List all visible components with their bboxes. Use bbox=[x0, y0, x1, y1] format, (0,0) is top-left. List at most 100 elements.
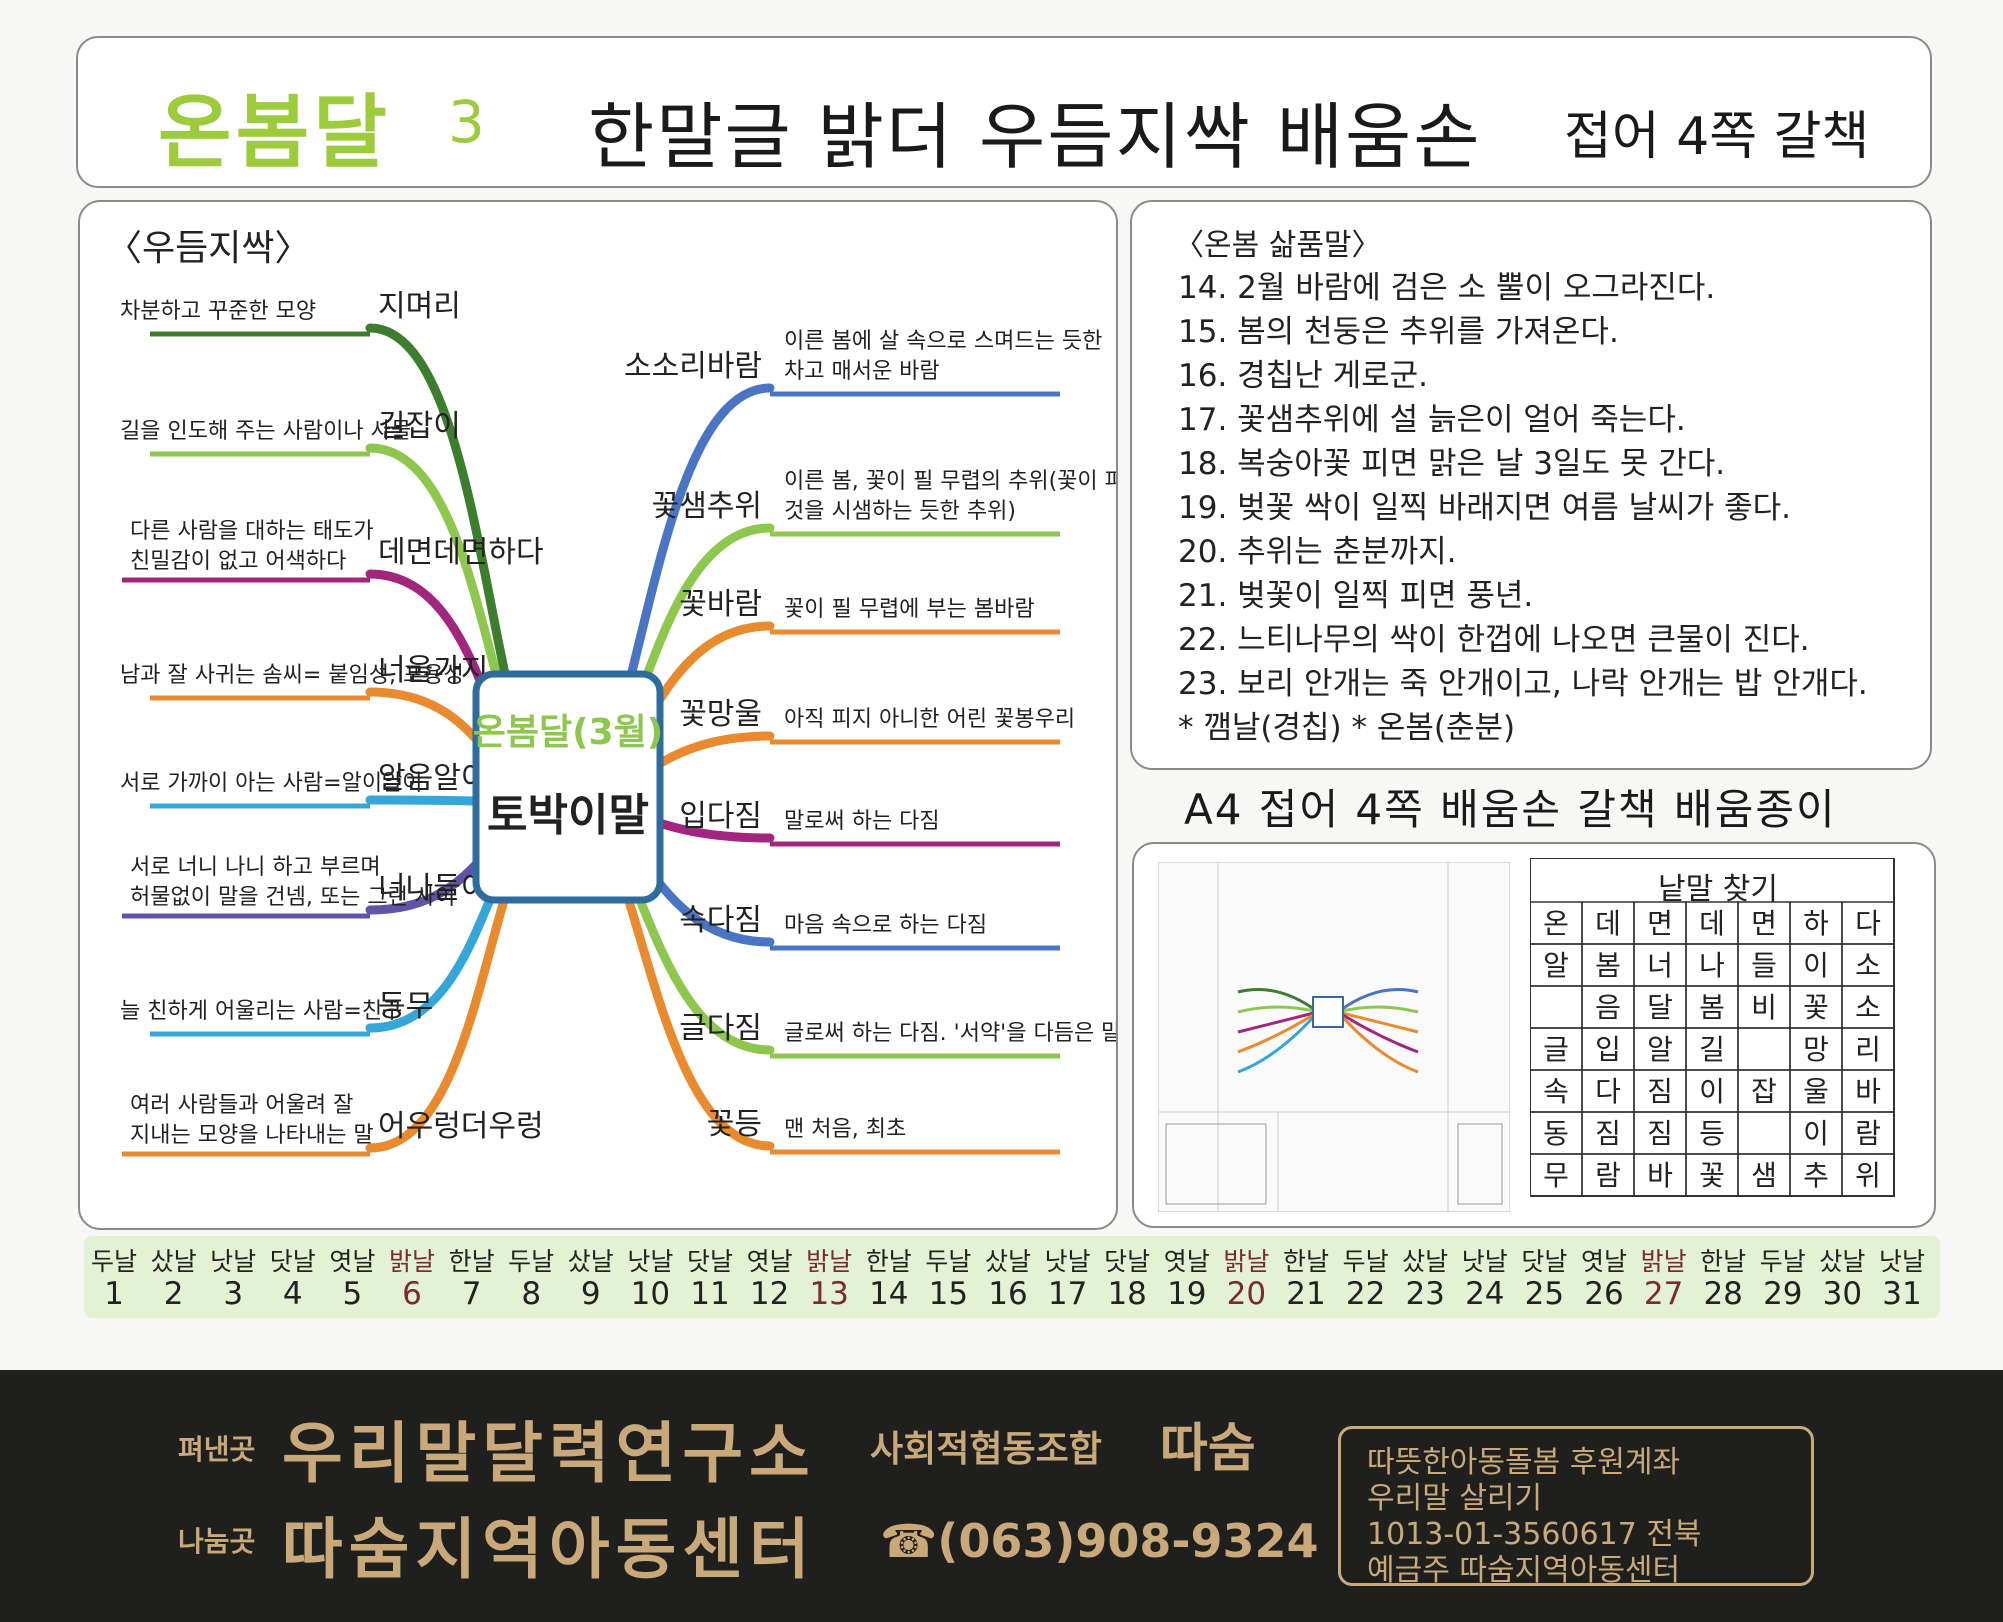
calendar-day-name: 두날 bbox=[1759, 1247, 1806, 1276]
calendar-day-name: 낫날 bbox=[210, 1247, 257, 1276]
mindmap-word-right: 꽃바람 bbox=[679, 587, 762, 622]
word-search-cell bbox=[1737, 1027, 1791, 1071]
mindmap-word-left: 어우렁더우렁 bbox=[378, 1109, 544, 1144]
calendar-date: 14 bbox=[869, 1276, 909, 1312]
calendar-date: 8 bbox=[521, 1276, 542, 1312]
word-search-title: 낱말 찾기 bbox=[1658, 872, 1778, 907]
word-search-letter: 면 bbox=[1647, 907, 1673, 940]
word-search-letter: 샘 bbox=[1751, 1159, 1777, 1192]
word-search-letter: 꽃 bbox=[1699, 1159, 1725, 1192]
brand-name: 온봄달 bbox=[158, 86, 391, 179]
mindmap-panel: 〈우듬지싹〉 지며리 차분하고 꾸준한 모양 길잡이 길을 인도해 주는 사람이나 사물… bbox=[78, 200, 1118, 1230]
mindmap-definition: 차분하고 꾸준한 모양 bbox=[120, 299, 316, 324]
calendar-date: 24 bbox=[1465, 1276, 1505, 1312]
calendar-day-name: 낫날 bbox=[627, 1247, 674, 1276]
mindmap-word-right: 글다짐 bbox=[679, 1011, 762, 1046]
word-search-letter: 짐 bbox=[1647, 1075, 1673, 1108]
calendar-date: 31 bbox=[1882, 1276, 1922, 1312]
calendar-day-name: 닷날 bbox=[1521, 1247, 1568, 1276]
mindmap-center-subtitle: 토박이말 bbox=[487, 790, 649, 841]
word-search-letter: 소 bbox=[1855, 949, 1881, 982]
calendar-date: 1 bbox=[104, 1276, 124, 1312]
word-search-letter: 다 bbox=[1855, 907, 1881, 940]
word-search-letter: 글 bbox=[1543, 1033, 1569, 1066]
calendar-date: 29 bbox=[1763, 1276, 1803, 1312]
mindmap-word-left: 지며리 bbox=[378, 289, 461, 324]
sharer-name: 따숨지역아동센터 bbox=[282, 1511, 816, 1588]
word-search-letter: 이 bbox=[1699, 1075, 1725, 1108]
calendar-day-name: 엿날 bbox=[1163, 1247, 1210, 1276]
mindmap-word-right: 소소리바람 bbox=[624, 349, 762, 384]
word-search-letter: 들 bbox=[1751, 949, 1777, 982]
word-search-letter: 무 bbox=[1543, 1159, 1569, 1192]
word-search-letter: 람 bbox=[1855, 1117, 1881, 1150]
word-search-letter: 리 bbox=[1855, 1033, 1881, 1066]
calendar-date: 18 bbox=[1107, 1276, 1147, 1312]
mindmap-center-title: 온봄달(3월) bbox=[473, 712, 663, 753]
word-search-letter: 람 bbox=[1595, 1159, 1621, 1192]
saying-line: 22. 느티나무의 싹이 한껍에 나오면 큰물이 진다. bbox=[1178, 622, 1810, 658]
publisher-label: 펴낸곳 bbox=[178, 1433, 256, 1466]
word-search-letter: 데 bbox=[1595, 907, 1621, 940]
phone-number: ☎(063)908-9324 bbox=[880, 1514, 1319, 1568]
word-search-letter: 면 bbox=[1751, 907, 1777, 940]
calendar-date: 26 bbox=[1584, 1276, 1624, 1312]
word-search-letter: 달 bbox=[1647, 991, 1673, 1024]
calendar-day-name: 엿날 bbox=[329, 1247, 376, 1276]
calendar-date: 17 bbox=[1047, 1276, 1088, 1312]
mindmap-section-label: 〈우듬지싹〉 bbox=[106, 228, 310, 269]
calendar-day-name: 낫날 bbox=[1044, 1247, 1091, 1276]
calendar-day-name: 두날 bbox=[1342, 1247, 1389, 1276]
calendar-date: 11 bbox=[690, 1276, 730, 1312]
coop-label: 사회적협동조합 bbox=[870, 1429, 1102, 1470]
word-search-letter: 위 bbox=[1855, 1159, 1881, 1192]
mindmap-definition: 글로써 하는 다짐. '서약'을 다듬은 말 bbox=[784, 1021, 1116, 1046]
mindmap-word-left: 알음알이 bbox=[378, 761, 488, 796]
mindmap-definition: 길을 인도해 주는 사람이나 사물 bbox=[120, 419, 411, 444]
calendar-day-name: 밝날 bbox=[388, 1247, 435, 1276]
saying-line: 17. 꽃샘추위에 설 늙은이 얼어 죽는다. bbox=[1178, 402, 1686, 438]
publisher-name: 우리말달력연구소 bbox=[282, 1415, 816, 1492]
saying-line: 23. 보리 안개는 죽 안개이고, 나락 안개는 밥 안개다. bbox=[1178, 666, 1868, 702]
calendar-day-name: 두날 bbox=[90, 1247, 137, 1276]
calendar-date: 12 bbox=[749, 1276, 790, 1312]
word-search-letter: 이 bbox=[1803, 1117, 1829, 1150]
sayings-panel: 〈온봄 삶품말〉 14. 2월 바람에 검은 소 뿔이 오그라진다. 15. 봄의… bbox=[1130, 200, 1932, 770]
mindmap-word-right: 입다짐 bbox=[679, 799, 762, 834]
mindmap-word-left: 너울가지 bbox=[378, 653, 488, 688]
mindmap-word-left: 데면데면하다 bbox=[378, 535, 544, 570]
page-title: 한말글 밝더 우듬지싹 배움손 bbox=[588, 95, 1482, 179]
calendar-date: 15 bbox=[928, 1276, 969, 1312]
saying-line: 14. 2월 바람에 검은 소 뿔이 오그라진다. bbox=[1178, 270, 1716, 306]
calendar-date: 30 bbox=[1822, 1276, 1863, 1312]
word-search-letter: 비 bbox=[1751, 991, 1777, 1024]
calendar-day-name: 샀날 bbox=[1402, 1247, 1449, 1276]
calendar-date: 21 bbox=[1286, 1276, 1326, 1312]
calendar-date: 13 bbox=[809, 1276, 849, 1312]
word-search-letter: 짐 bbox=[1595, 1117, 1621, 1150]
a4-preview-thumbnail bbox=[1158, 862, 1510, 1212]
calendar-date: 28 bbox=[1703, 1276, 1743, 1312]
calendar-day-name: 엿날 bbox=[1580, 1247, 1627, 1276]
word-search-letter: 잡 bbox=[1751, 1075, 1777, 1108]
calendar-day-name: 샀날 bbox=[984, 1247, 1031, 1276]
a4-title: A4 접어 4쪽 배움손 갈책 배움종이 bbox=[1184, 785, 1837, 834]
word-search-letter: 바 bbox=[1855, 1075, 1881, 1108]
page-subtitle: 접어 4쪽 갈책 bbox=[1564, 107, 1870, 167]
word-search-letter: 다 bbox=[1595, 1075, 1621, 1108]
calendar-day-name: 한날 bbox=[1282, 1247, 1329, 1276]
calendar-day-name: 샀날 bbox=[1819, 1247, 1866, 1276]
calendar-date: 2 bbox=[163, 1276, 184, 1312]
saying-line: 19. 벚꽃 싹이 일찍 바래지면 여름 날씨가 좋다. bbox=[1178, 490, 1791, 526]
calendar-day-name: 샀날 bbox=[567, 1247, 614, 1276]
saying-line: 15. 봄의 천둥은 추위를 가져온다. bbox=[1178, 314, 1619, 350]
calendar-date: 6 bbox=[402, 1276, 422, 1312]
mindmap-definition: 여러 사람들과 어울려 잘 bbox=[130, 1093, 353, 1118]
mindmap-definition: 남과 잘 사귀는 솜씨= 붙임성, 포용성 bbox=[120, 663, 464, 688]
word-search-grid: 온 데 면 데 면 하 다알 봄 너 나 들 이 소음 달 봄 비 꽃 소글 입 알 길 망 리속 다 짐 이 잡 울 바동 짐 짐 등 이 람무… bbox=[1530, 858, 1895, 1197]
calendar-day-name: 한날 bbox=[448, 1247, 495, 1276]
word-search-letter: 등 bbox=[1699, 1117, 1725, 1150]
calendar-day-name: 엿날 bbox=[746, 1247, 793, 1276]
calendar-day-name: 낫날 bbox=[1461, 1247, 1508, 1276]
